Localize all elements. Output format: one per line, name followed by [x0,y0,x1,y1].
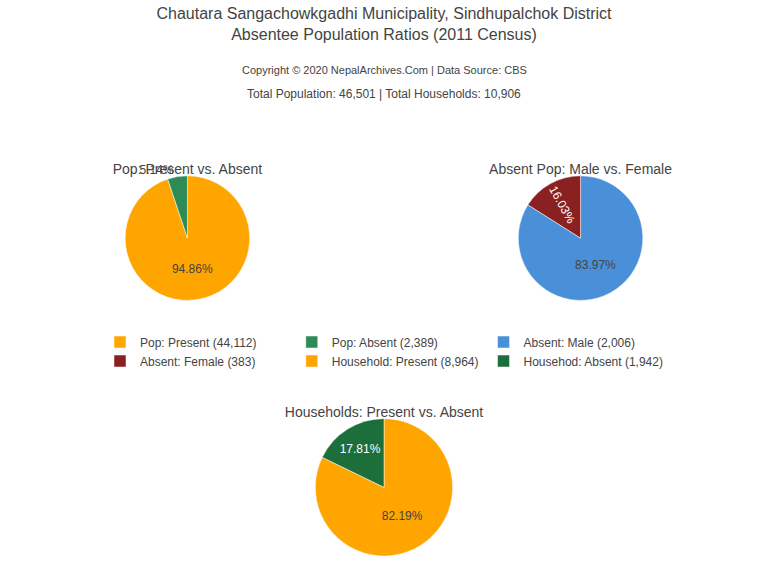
svg-text:Total Population: 46,501 | Tot: Total Population: 46,501 | Total Househo… [247,87,521,101]
svg-text:83.97%: 83.97% [575,258,616,272]
svg-text:17.81%: 17.81% [340,442,381,456]
svg-text:Household: Present (8,964): Household: Present (8,964) [332,355,479,369]
svg-text:5.14%: 5.14% [140,163,174,177]
svg-text:Househod: Absent (1,942): Househod: Absent (1,942) [524,355,663,369]
svg-text:Pop: Absent (2,389): Pop: Absent (2,389) [332,336,438,350]
svg-text:Chautara Sangachowkgadhi Munic: Chautara Sangachowkgadhi Municipality, S… [156,5,612,43]
svg-text:Pop: Present vs. Absent: Pop: Present vs. Absent [113,161,263,177]
svg-text:Absent Pop: Male vs. Female: Absent Pop: Male vs. Female [489,161,672,177]
svg-text:Households: Present vs. Absent: Households: Present vs. Absent [285,404,484,420]
svg-text:Absent: Female (383): Absent: Female (383) [140,355,255,369]
svg-text:16.03%: 16.03% [546,183,578,226]
svg-text:Copyright © 2020 NepalArchives: Copyright © 2020 NepalArchives.Com | Dat… [242,64,527,76]
svg-text:94.86%: 94.86% [172,262,213,276]
svg-text:82.19%: 82.19% [382,509,423,523]
svg-text:Absent: Male (2,006): Absent: Male (2,006) [524,336,635,350]
svg-text:Pop: Present (44,112): Pop: Present (44,112) [140,336,257,350]
